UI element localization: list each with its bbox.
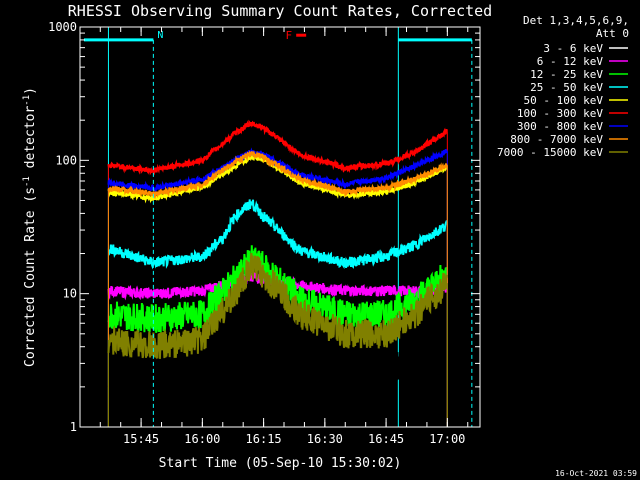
series-line-7 [107, 150, 448, 200]
x-tick-label-0: 15:45 [123, 432, 159, 446]
legend-label-4: 50 - 100 keV [524, 94, 604, 107]
series-line-3 [107, 199, 448, 270]
series-line-5 [107, 119, 448, 176]
legend-label-5: 100 - 300 keV [517, 107, 603, 120]
legend-label-8: 7000 - 15000 keV [497, 146, 603, 159]
timestamp: 16-Oct-2021 03:59 [555, 469, 637, 478]
chart-title: RHESSI Observing Summary Count Rates, Co… [68, 2, 492, 20]
y-tick-label-3: 1000 [48, 20, 77, 34]
x-tick-label-2: 16:15 [246, 432, 282, 446]
legend-label-2: 12 - 25 keV [530, 68, 603, 81]
flare-flag-label: F [286, 29, 293, 42]
series-line-6 [107, 147, 448, 193]
plot-frame [79, 26, 481, 428]
y-axis: 1 10 100 1000 [48, 20, 480, 434]
legend-label-1: 6 - 12 keV [537, 55, 604, 68]
legend-header-line-1: Det 1,3,4,5,6,9, [523, 14, 629, 27]
series-line-8 [107, 252, 448, 360]
legend-label-6: 300 - 800 keV [517, 120, 603, 133]
x-axis-label: Start Time (05-Sep-10 15:30:02) [159, 456, 402, 471]
legend-header-line-2: Att 0 [596, 27, 629, 40]
x-tick-label-5: 17:00 [429, 432, 465, 446]
legend-label-0: 3 - 6 keV [543, 42, 603, 55]
x-axis: 15:45 16:00 16:15 16:30 16:45 17:00 [99, 27, 469, 446]
y-tick-label-2: 100 [55, 153, 77, 167]
legend-label-7: 800 - 7000 keV [510, 133, 603, 146]
x-tick-label-1: 16:00 [184, 432, 220, 446]
series-line-0 [107, 305, 448, 407]
x-tick-label-4: 16:45 [368, 432, 404, 446]
x-tick-label-3: 16:30 [307, 432, 343, 446]
legend-label-3: 25 - 50 keV [530, 81, 603, 94]
y-axis-label: Corrected Count Rate (s-1 detector-1) [22, 87, 38, 367]
flag-label-0: N [157, 30, 163, 41]
y-tick-label-0: 1 [70, 420, 77, 434]
y-tick-label-1: 10 [63, 287, 77, 301]
